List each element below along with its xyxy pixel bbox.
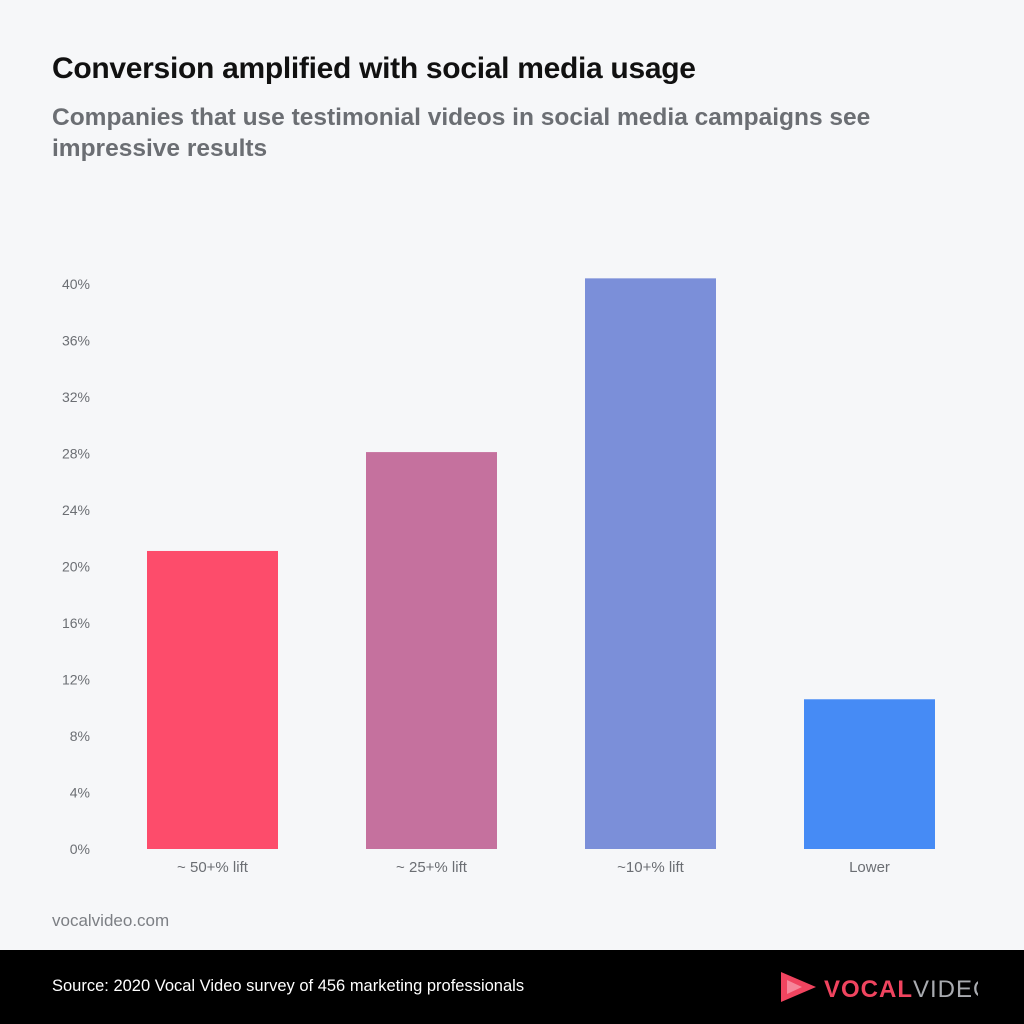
bar-3 [585,278,716,850]
bar-2 [366,452,497,849]
y-tick-label: 32% [62,389,90,405]
x-tick-label: ~ 50+% lift [177,859,249,876]
x-tick-label: ~10+% lift [617,859,685,876]
y-tick-label: 16% [62,615,90,631]
chart-title: Conversion amplified with social media u… [52,52,696,85]
bar-1 [147,550,278,849]
x-tick-label: Lower [849,859,890,876]
y-tick-label: 0% [70,841,90,857]
chart-subtitle: Companies that use testimonial videos in… [52,104,871,162]
vocal-video-logo: VOCALVIDEO [781,972,978,1003]
bar-4 [804,699,935,849]
y-tick-label: 12% [62,672,90,688]
y-tick-label: 20% [62,559,90,575]
source-note: Source: 2020 Vocal Video survey of 456 m… [52,977,525,995]
y-tick-label: 36% [62,333,90,349]
bar-chart: 0% 4% 8% 12% 16% 20% 24% 28% 32% 36% 40% ~ 50+% lif… [62,276,935,876]
y-tick-label: 24% [62,502,90,518]
x-tick-label: ~ 25+% lift [396,859,468,876]
logo-text: VOCALVIDEO [824,976,978,1003]
y-tick-label: 8% [70,728,90,744]
play-icon-inner [787,980,802,994]
y-tick-label: 28% [62,446,90,462]
y-tick-label: 40% [62,276,90,292]
site-url: vocalvideo.com [52,911,170,930]
footer-bar: Source: 2020 Vocal Video survey of 456 m… [0,950,1024,1024]
y-tick-label: 4% [70,785,90,801]
